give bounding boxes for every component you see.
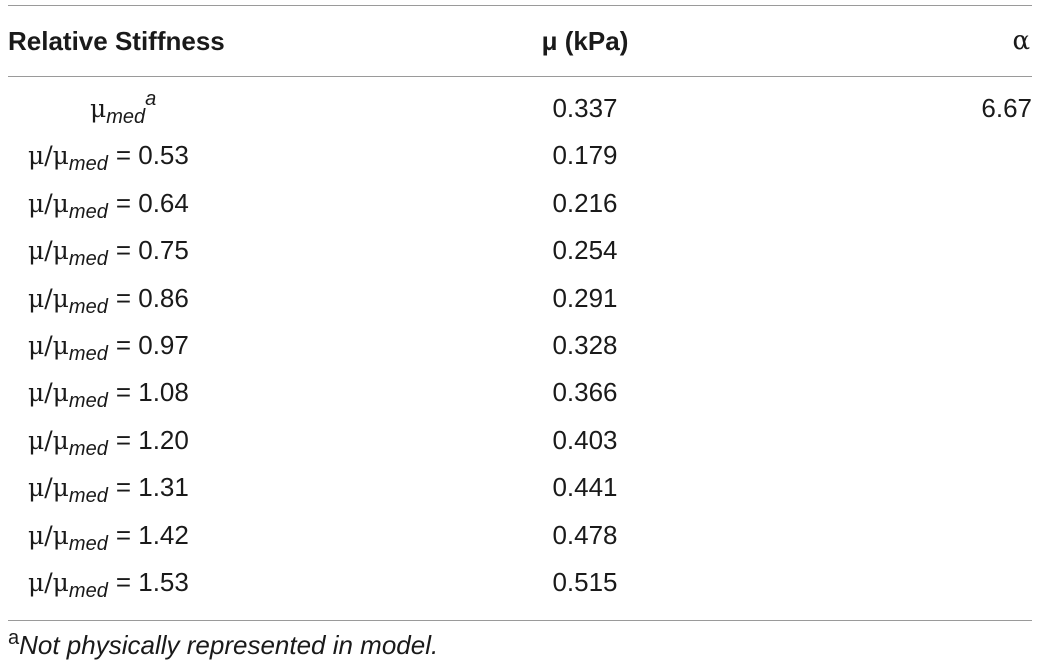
mu-ratio-symbol: μ/μ [28, 188, 69, 218]
table-body: μmeda 0.337 6.67 μ/μmed = 0.53 0.179 μ/μmed… [0, 89, 1039, 610]
ratio-value: = 1.31 [115, 472, 189, 503]
cell-mu: 0.328 [552, 329, 618, 360]
table-row: μ/μmed = 1.20 0.403 [0, 421, 1039, 468]
table-row: μ/μmed = 0.64 0.216 [0, 184, 1039, 231]
cell-relative-stiffness: μ/μmed = 0.86 [28, 282, 189, 317]
mu-ratio-symbol: μ/μ [28, 425, 69, 455]
ratio-value: = 1.08 [115, 377, 189, 408]
ratio-value: = 0.86 [115, 282, 189, 313]
ratio-value: = 1.20 [115, 424, 189, 455]
cell-mu: 0.478 [552, 519, 618, 550]
header-mu: μ (kPa) [541, 26, 629, 56]
table-row: μ/μmed = 0.75 0.254 [0, 231, 1039, 278]
mu-ratio-symbol: μ/μ [28, 520, 69, 550]
cell-mu: 0.515 [552, 566, 618, 597]
header-alpha: α [1012, 26, 1030, 56]
med-subscript: med [68, 532, 108, 555]
cell-relative-stiffness: μ/μmed = 1.08 [28, 377, 189, 411]
med-subscript: med [68, 579, 108, 602]
header-relative-stiffness: Relative Stiffness [8, 26, 225, 56]
cell-relative-stiffness: μmeda [90, 89, 156, 127]
cell-mu: 0.403 [552, 424, 618, 455]
footnote-text: Not physically represented in model. [19, 630, 439, 660]
table-footnote: aNot physically represented in model. [8, 627, 439, 661]
table-row: μ/μmed = 0.53 0.179 [0, 136, 1039, 183]
cell-mu: 0.216 [552, 187, 618, 218]
cell-mu: 0.179 [552, 140, 618, 171]
med-subscript: med [68, 390, 108, 413]
mu-ratio-symbol: μ/μ [28, 141, 69, 171]
ratio-value: = 1.42 [115, 519, 189, 550]
table-row: μ/μmed = 0.97 0.328 [0, 326, 1039, 373]
cell-relative-stiffness: μ/μmed = 1.31 [28, 472, 189, 506]
mu-symbol: μ [90, 94, 107, 123]
cell-mu: 0.254 [552, 235, 618, 266]
table-header-rule [8, 76, 1032, 77]
table-row: μ/μmed = 1.42 0.478 [0, 516, 1039, 563]
cell-alpha: 6.67 [981, 93, 1032, 123]
table-header: Relative Stiffness μ (kPa) α [0, 22, 1039, 62]
ratio-value: = 1.53 [115, 566, 189, 597]
table-row: μ/μmed = 1.53 0.515 [0, 563, 1039, 610]
cell-relative-stiffness: μ/μmed = 1.20 [28, 424, 189, 459]
med-subscript: med [68, 485, 108, 508]
cell-mu: 0.366 [552, 377, 618, 408]
cell-relative-stiffness: μ/μmed = 0.75 [28, 235, 189, 269]
table-top-rule [8, 5, 1032, 6]
ratio-value: = 0.53 [115, 140, 189, 171]
med-subscript: med [68, 153, 108, 176]
mu-ratio-symbol: μ/μ [28, 236, 69, 266]
table-row: μ/μmed = 1.31 0.441 [0, 468, 1039, 515]
cell-relative-stiffness: μ/μmed = 0.97 [28, 329, 189, 364]
cell-mu: 0.291 [552, 282, 618, 313]
footnote-marker: a [145, 88, 157, 110]
mu-ratio-symbol: μ/μ [28, 283, 69, 313]
ratio-value: = 0.97 [115, 329, 189, 360]
mu-ratio-symbol: μ/μ [28, 567, 69, 597]
ratio-value: = 0.64 [115, 187, 189, 218]
med-subscript: med [68, 200, 108, 223]
cell-relative-stiffness: μ/μmed = 1.42 [28, 519, 189, 554]
table-row-mu-med: μmeda 0.337 6.67 [0, 89, 1039, 136]
med-subscript: med [68, 248, 108, 271]
ratio-value: = 0.75 [115, 235, 189, 266]
cell-mu: 0.337 [552, 93, 618, 123]
cell-relative-stiffness: μ/μmed = 0.64 [28, 187, 189, 222]
table-row: μ/μmed = 0.86 0.291 [0, 279, 1039, 326]
mu-ratio-symbol: μ/μ [28, 473, 69, 503]
med-subscript: med [68, 342, 108, 365]
med-subscript: med [68, 295, 108, 318]
med-subscript: med [106, 106, 146, 128]
cell-mu: 0.441 [552, 472, 618, 503]
mu-ratio-symbol: μ/μ [28, 378, 69, 408]
table-row: μ/μmed = 1.08 0.366 [0, 373, 1039, 420]
med-subscript: med [68, 437, 108, 460]
cell-relative-stiffness: μ/μmed = 1.53 [28, 566, 189, 601]
mu-ratio-symbol: μ/μ [28, 330, 69, 360]
table-bottom-rule [8, 620, 1032, 621]
footnote-mark: a [8, 627, 20, 649]
cell-relative-stiffness: μ/μmed = 0.53 [28, 140, 189, 174]
